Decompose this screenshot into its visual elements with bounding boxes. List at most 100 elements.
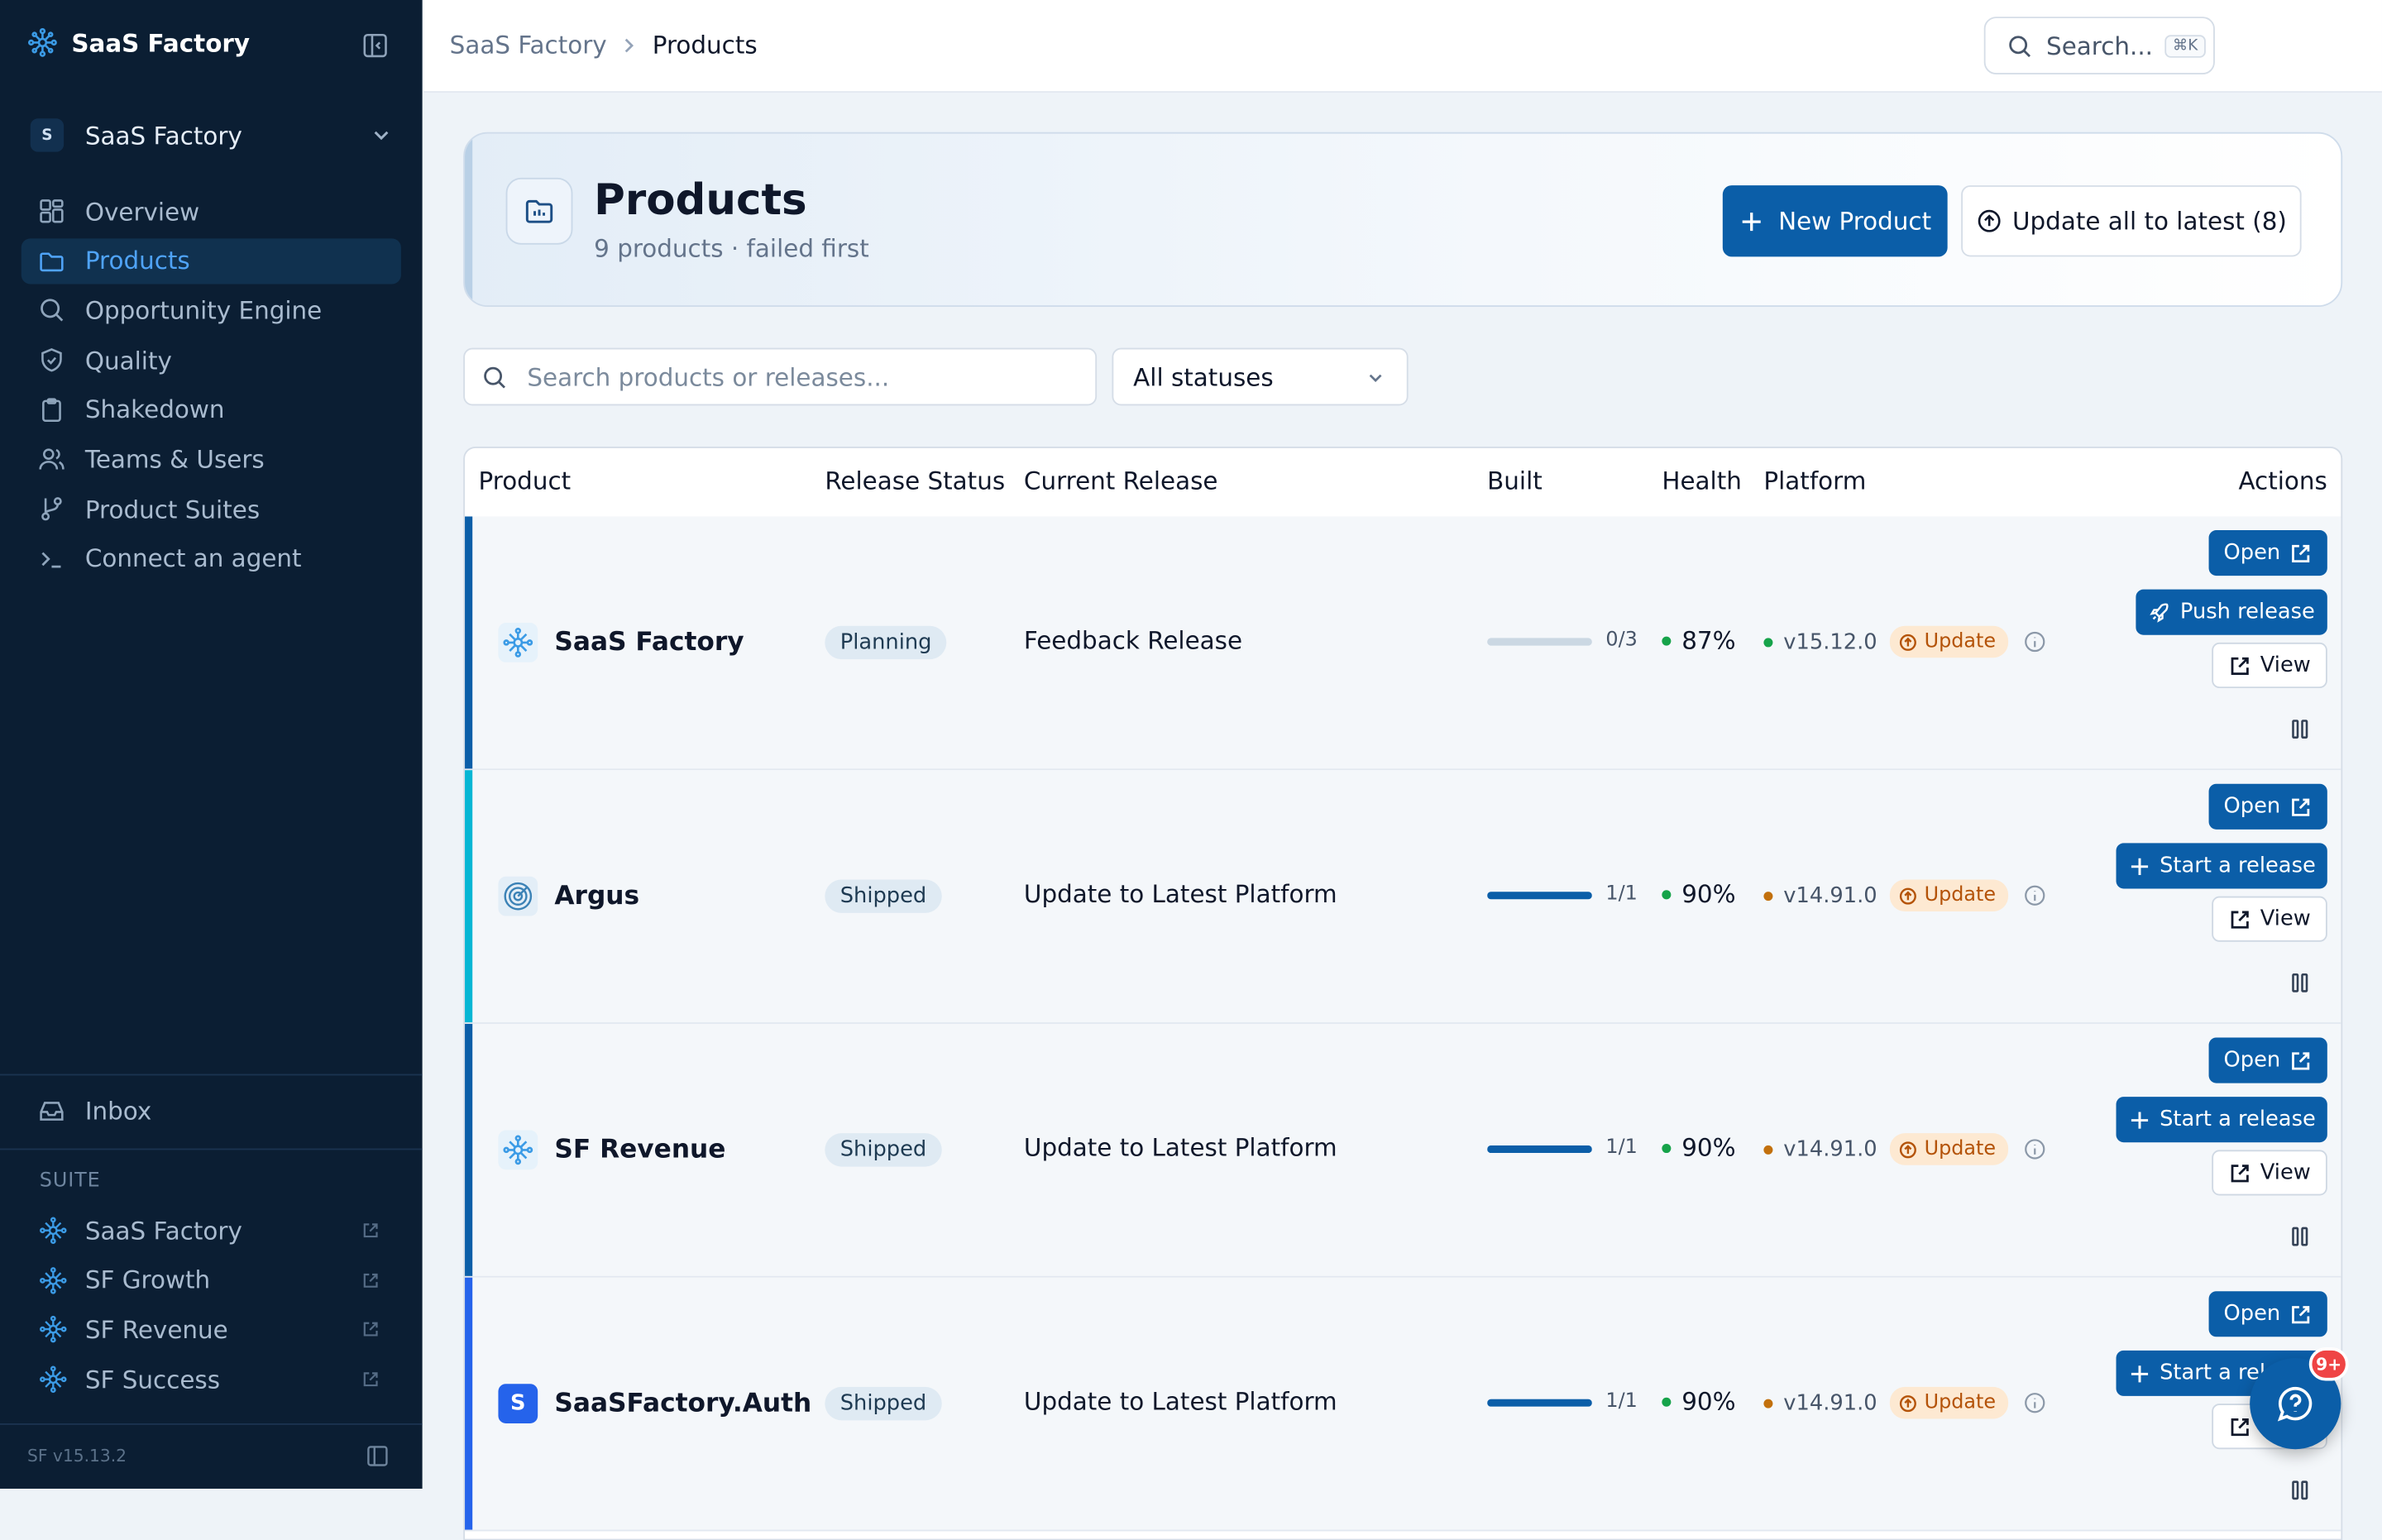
product-name[interactable]: SF Revenue	[554, 1135, 726, 1165]
open-button[interactable]: Open	[2208, 783, 2327, 830]
target-icon	[498, 876, 538, 916]
push-release-label: Push release	[2179, 600, 2315, 624]
platform-version: v14.91.0	[1783, 883, 1877, 908]
info-icon[interactable]	[2023, 884, 2046, 907]
search-shortcut: ⌘K	[2164, 34, 2206, 57]
sidebar-item-inbox[interactable]: Inbox	[22, 1088, 401, 1133]
status-badge: Shipped	[825, 879, 942, 913]
platform-cell: v15.12.0 Update	[1763, 625, 2046, 658]
external-link-icon	[2231, 1418, 2249, 1436]
suite-item-sf-revenue[interactable]: SF Revenue	[22, 1307, 401, 1352]
open-button[interactable]: Open	[2208, 530, 2327, 576]
update-pill[interactable]: Update	[1889, 879, 2008, 912]
external-link-icon	[363, 1372, 378, 1387]
info-icon[interactable]	[2023, 1391, 2046, 1414]
product-name[interactable]: SaaS Factory	[554, 627, 744, 658]
pause-icon[interactable]	[2288, 971, 2312, 995]
status-badge: Shipped	[825, 1386, 942, 1421]
workspace-avatar: S	[30, 118, 65, 152]
table-row[interactable]: SF Revenue Shipped Update to Latest Plat…	[465, 1023, 2341, 1278]
open-button[interactable]: Open	[2208, 1037, 2327, 1083]
breadcrumb-root[interactable]: SaaS Factory	[449, 30, 607, 60]
product-search[interactable]	[463, 347, 1098, 406]
sidebar-item-label: Opportunity Engine	[84, 295, 323, 325]
view-button[interactable]: View	[2212, 1150, 2327, 1196]
sidebar-item-teams-users[interactable]: Teams & Users	[22, 437, 401, 482]
suite-item-sf-growth[interactable]: SF Growth	[22, 1257, 401, 1303]
column-header-release-status[interactable]: Release Status	[825, 466, 1006, 495]
table-row[interactable]: S SaaSFactory.Auth Shipped Update to Lat…	[465, 1277, 2341, 1532]
column-header-product[interactable]: Product	[478, 466, 572, 495]
sidebar-item-overview[interactable]: Overview	[22, 189, 401, 234]
view-button[interactable]: View	[2212, 896, 2327, 942]
row-accent	[465, 1023, 473, 1276]
brand[interactable]: SaaS Factory	[27, 27, 250, 58]
push-release-button[interactable]: Push release	[2136, 589, 2327, 635]
sidebar-item-product-suites[interactable]: Product Suites	[22, 486, 401, 532]
sidebar-divider	[0, 1423, 423, 1425]
panel-toggle-icon[interactable]	[366, 1445, 390, 1468]
app-version: SF v15.13.2	[27, 1446, 127, 1466]
info-icon[interactable]	[2023, 1138, 2046, 1161]
built-progress	[1487, 892, 1592, 900]
product-name[interactable]: SaaSFactory.Auth	[554, 1388, 812, 1419]
new-product-button[interactable]: New Product	[1722, 185, 1948, 257]
update-pill-label: Update	[1924, 630, 1997, 653]
suite-item-label: SF Growth	[84, 1265, 211, 1295]
arrow-up-circle-icon	[1899, 887, 1916, 904]
update-pill[interactable]: Update	[1889, 1386, 2008, 1419]
pause-icon[interactable]	[2288, 1478, 2312, 1502]
column-header-built[interactable]: Built	[1487, 466, 1543, 495]
external-link-icon	[363, 1223, 378, 1238]
built-progress	[1487, 1145, 1592, 1154]
platform-cell: v14.91.0 Update	[1763, 1386, 2046, 1419]
sidebar-item-opportunity-engine[interactable]: Opportunity Engine	[22, 288, 401, 333]
row-accent	[465, 770, 473, 1023]
update-pill[interactable]: Update	[1889, 625, 2008, 658]
workspace-switcher[interactable]: S SaaS Factory	[22, 109, 401, 160]
info-icon[interactable]	[2023, 630, 2046, 653]
chevron-down-icon	[374, 131, 389, 141]
view-label: View	[2260, 906, 2311, 931]
update-all-button[interactable]: Update all to latest (8)	[1961, 185, 2302, 257]
open-button[interactable]: Open	[2208, 1291, 2327, 1337]
global-search[interactable]: Search... ⌘K	[1983, 17, 2215, 74]
view-button[interactable]: View	[2212, 642, 2327, 689]
external-link-icon	[2292, 543, 2310, 562]
pause-icon[interactable]	[2288, 717, 2312, 741]
suite-item-sf-success[interactable]: SF Success	[22, 1356, 401, 1402]
suite-item-label: SF Success	[84, 1365, 221, 1394]
breadcrumb-current: Products	[652, 30, 758, 60]
sidebar-item-quality[interactable]: Quality	[22, 337, 401, 383]
letter-s-icon: S	[498, 1384, 538, 1423]
rocket-icon	[2150, 602, 2169, 622]
column-header-platform[interactable]: Platform	[1763, 466, 1867, 495]
sidebar-collapse-icon[interactable]	[361, 32, 389, 60]
built-progress	[1487, 1399, 1592, 1407]
built-count: 0/3	[1605, 629, 1638, 652]
start-release-button[interactable]: Start a release	[2116, 843, 2327, 889]
table-row[interactable]: Argus Shipped Update to Latest Platform …	[465, 770, 2341, 1024]
external-link-icon	[2292, 797, 2310, 815]
suite-item-saas-factory[interactable]: SaaS Factory	[22, 1208, 401, 1253]
sidebar-item-products[interactable]: Products	[21, 237, 401, 284]
status-filter[interactable]: All statuses	[1112, 347, 1409, 406]
start-release-button[interactable]: Start a release	[2116, 1097, 2327, 1143]
update-pill[interactable]: Update	[1889, 1133, 2008, 1165]
health-value: 90%	[1662, 879, 1736, 908]
pause-icon[interactable]	[2288, 1224, 2312, 1248]
platform-dot	[1763, 637, 1773, 647]
column-header-current-release[interactable]: Current Release	[1023, 466, 1218, 495]
table-row[interactable]: SaaS Factory Planning Feedback Release 0…	[465, 516, 2341, 771]
global-search-placeholder: Search...	[2046, 31, 2154, 60]
sidebar-item-label: Product Suites	[84, 495, 261, 524]
sidebar-item-shakedown[interactable]: Shakedown	[22, 387, 401, 433]
network-icon	[40, 1316, 67, 1344]
column-header-health[interactable]: Health	[1662, 466, 1742, 495]
sidebar-item-connect-agent[interactable]: Connect an agent	[22, 536, 401, 581]
product-search-input[interactable]	[524, 361, 1078, 393]
open-label: Open	[2223, 1048, 2281, 1073]
product-name[interactable]: Argus	[554, 881, 640, 912]
products-table: Product Release Status Current Release B…	[463, 446, 2343, 1540]
grid-icon	[40, 199, 64, 223]
